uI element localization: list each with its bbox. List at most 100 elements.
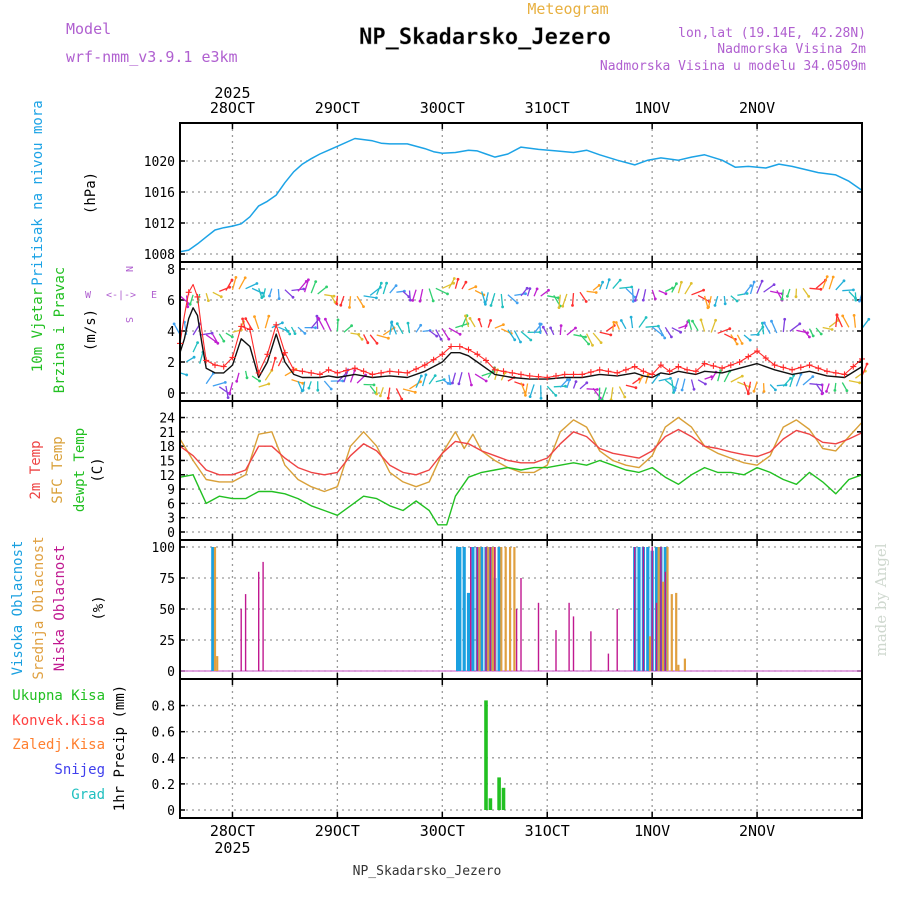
precip-panel-content: [484, 700, 506, 810]
precip-label-grad: Grad: [71, 787, 105, 803]
wind-arrow-head: [609, 333, 613, 337]
wind-arrow-head: [335, 302, 339, 305]
cloud-mid-bar: [513, 547, 516, 671]
cloud-mid-bar: [500, 547, 503, 671]
compass-w: W: [85, 290, 92, 301]
wind-arrow-head: [315, 314, 319, 318]
gust-marker: [465, 346, 472, 353]
wind-arrow: [579, 291, 587, 302]
wind-arrow: [251, 287, 263, 294]
station-elevation: Nadmorska Visina 2m: [717, 42, 866, 57]
wind-arrow: [700, 319, 706, 332]
wind-arrow: [349, 370, 356, 383]
wind-arrow-head: [360, 337, 364, 341]
wind-arrow-head: [262, 294, 265, 298]
wind-arrow: [730, 375, 743, 383]
wind-arrow-head: [267, 314, 271, 318]
wind-arrow-head: [379, 281, 383, 285]
cloud-mid-bar: [213, 547, 217, 671]
wind-arrow-head: [419, 323, 423, 327]
gust-marker: [631, 363, 638, 370]
wind-arrow-head: [341, 379, 345, 383]
wind-arrow-head: [230, 335, 234, 339]
wind-arrow-head: [623, 395, 627, 399]
wind-arrow: [258, 383, 269, 388]
gust-marker: [369, 371, 376, 378]
cloud-mid-bar: [675, 592, 678, 671]
time-label-top: 29OCT: [315, 99, 360, 117]
wind-arrow-head: [749, 284, 753, 287]
wind-arrow-head: [216, 341, 220, 345]
wind-arrow-head: [669, 376, 672, 380]
wind-arrow: [743, 381, 750, 394]
wind-arrow: [638, 317, 647, 328]
wind-arrow-head: [408, 298, 412, 302]
wind-arrow: [428, 288, 434, 302]
wind-arrow-head: [854, 298, 858, 302]
temp-label-dew: dewpt Temp: [72, 428, 88, 512]
wind-arrow-head: [811, 375, 815, 378]
wind-arrow: [251, 375, 260, 382]
gust-marker: [229, 354, 236, 361]
ytick-label: 0.2: [152, 778, 175, 793]
wind-arrow: [756, 280, 763, 294]
cloud-mid-bar: [509, 547, 512, 671]
wind-arrow: [553, 385, 566, 388]
wind-arrow-head: [740, 342, 744, 345]
gust-marker: [797, 364, 804, 371]
ytick-label: 18: [159, 440, 175, 455]
wind-arrow-head: [448, 382, 452, 386]
wind-arrow: [323, 380, 332, 390]
wind-arrow: [828, 276, 834, 290]
wind-arrow: [448, 327, 461, 335]
ytick-label: 0.8: [152, 700, 175, 715]
wind-arrow-head: [273, 356, 277, 360]
wind-arrow: [562, 293, 568, 307]
pressure-line: [179, 137, 863, 253]
gust-marker: [413, 366, 420, 372]
wind-arrow-head: [222, 339, 226, 343]
wind-arrow: [529, 384, 535, 397]
wind-arrow-head: [704, 382, 707, 386]
cloud-panel-content: [180, 547, 862, 672]
wind-arrow-head: [288, 332, 292, 336]
wind-arrow: [592, 332, 602, 344]
gust-marker: [325, 366, 332, 373]
wind-arrow-head: [293, 332, 297, 335]
wind-arrow: [690, 379, 695, 390]
wind-arrow: [634, 288, 640, 301]
wind-panel: 0 2 4 6 8: [167, 261, 871, 402]
wind-arrow-head: [867, 317, 871, 321]
wind-arrow: [782, 377, 792, 387]
wind-arrow-head: [714, 318, 717, 322]
cloud-low-bar: [494, 547, 496, 671]
wind-arrow: [802, 376, 814, 386]
wind-arrow-head: [566, 378, 569, 382]
wind-arrow-head: [324, 317, 327, 321]
cloud-mid-bar: [670, 594, 673, 671]
wind-arrow: [697, 294, 710, 303]
wind-arrow-head: [752, 280, 756, 284]
wind-arrow: [763, 322, 771, 335]
ytick-label: 50: [159, 603, 175, 618]
ytick-label: 1020: [144, 155, 175, 170]
wind-arrow-head: [210, 331, 214, 335]
gust-marker: [404, 369, 411, 376]
compass-arrows: <-|->: [106, 290, 136, 301]
gust-marker: [701, 360, 708, 367]
wind-arrow: [601, 387, 607, 401]
wind-arrow: [651, 289, 656, 300]
wind-arrow-head: [196, 341, 200, 344]
cloud-mid-bar: [648, 636, 652, 671]
gust-marker: [535, 373, 542, 380]
gust-marker: [824, 368, 830, 375]
wind-arrow-head: [372, 383, 376, 387]
ytick-label: 25: [159, 634, 175, 649]
wind-arrow-head: [689, 282, 693, 285]
wind-arrow: [671, 379, 675, 393]
wind-arrow-head: [556, 296, 560, 300]
wind-arrow: [822, 326, 833, 331]
wind-arrow-head: [394, 284, 398, 287]
wind-compass: N W E S <-|->: [85, 266, 157, 323]
